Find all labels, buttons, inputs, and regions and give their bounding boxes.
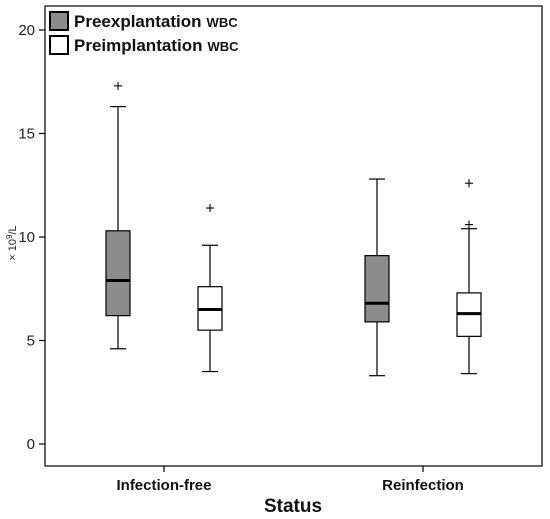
legend-swatch (49, 11, 69, 31)
legend-swatch (49, 35, 69, 55)
x-category-label: Reinfection (382, 477, 464, 494)
x-axis: Infection-free Reinfection (116, 466, 464, 494)
outlier-marker (206, 204, 214, 213)
box-series (105, 81, 482, 377)
x-axis-title: Status (264, 496, 322, 517)
box-preimplantation-reinfection (456, 179, 482, 375)
outlier-marker (465, 179, 473, 188)
box-preexplantation-infection-free (105, 81, 131, 350)
box-body (105, 230, 131, 317)
y-tick-label: 5 (27, 333, 35, 350)
legend-label: Preexplantation WBC (74, 12, 238, 31)
box-preexplantation-reinfection (364, 178, 390, 377)
box-body (364, 255, 390, 323)
y-tick-label: 15 (18, 126, 35, 143)
y-axis: 0 5 10 15 20 (18, 22, 45, 453)
outlier-marker (465, 220, 473, 229)
legend-item-preimplantation: Preimplantation WBC (49, 35, 239, 55)
legend-item-preexplantation: Preexplantation WBC (49, 11, 238, 31)
legend: Preexplantation WBC Preimplantation WBC (49, 11, 239, 55)
legend-label: Preimplantation WBC (74, 36, 239, 55)
y-tick-label: 10 (18, 229, 35, 246)
box-preimplantation-infection-free (197, 204, 223, 373)
y-tick-label: 0 (27, 436, 35, 453)
outlier-marker (114, 81, 122, 90)
x-category-label: Infection-free (116, 477, 211, 494)
y-axis-label: × 109/L (5, 225, 19, 260)
y-tick-label: 20 (18, 22, 35, 39)
